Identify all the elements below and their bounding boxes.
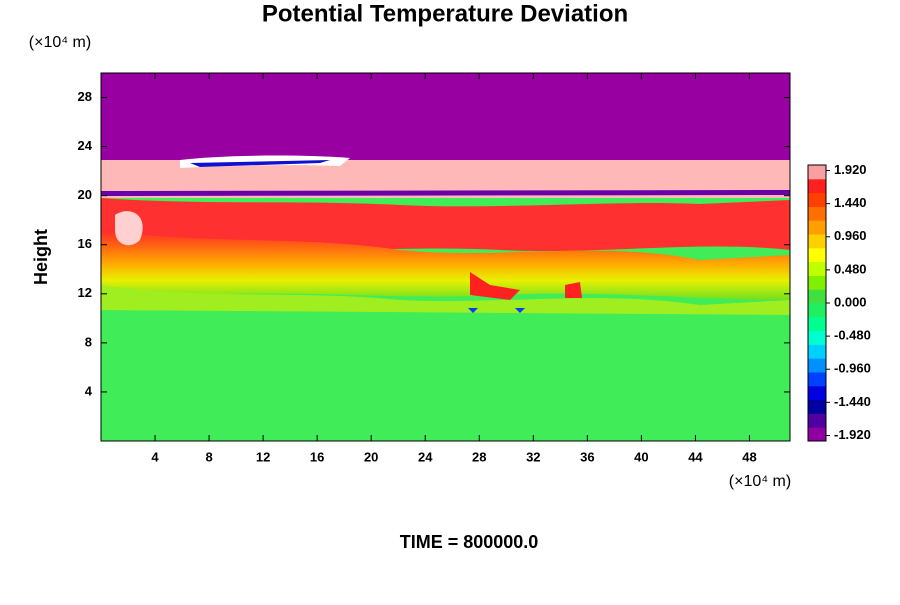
- colorbar-segment: [808, 178, 826, 194]
- colorbar-segment: [808, 220, 826, 235]
- y-tick-label: 12: [78, 285, 92, 300]
- x-tick-label: 48: [742, 449, 756, 464]
- colorbar-tick-label: 0.480: [834, 261, 867, 276]
- colorbar-segment: [808, 303, 826, 318]
- colorbar-segment: [808, 358, 826, 373]
- colorbar-segment: [808, 261, 826, 276]
- field: [101, 73, 790, 441]
- colorbar-segment: [808, 385, 826, 401]
- plot-frame: [100, 72, 791, 442]
- x-tick-label: 24: [418, 449, 433, 464]
- colorbar-segment: [808, 247, 826, 263]
- colorbar-tick-label: 0.000: [834, 294, 867, 309]
- y-tick-label: 24: [78, 138, 93, 153]
- colorbar-segment: [808, 344, 826, 359]
- colorbar-tick-label: 0.960: [834, 228, 867, 243]
- y-unit: (×10⁴ m): [29, 34, 91, 51]
- colorbar-segment: [808, 192, 826, 207]
- time-annotation: TIME = 800000.0: [400, 532, 539, 552]
- colorbar-segment: [808, 206, 826, 221]
- y-tick-label: 8: [85, 334, 92, 349]
- y-tick-label: 4: [85, 383, 93, 398]
- x-unit: (×10⁴ m): [729, 473, 791, 490]
- x-tick-label: 16: [310, 449, 324, 464]
- y-tick-label: 28: [78, 89, 92, 104]
- colorbar-segment: [808, 165, 826, 180]
- x-tick-label: 12: [256, 449, 270, 464]
- colorbar-tick-label: -0.480: [834, 328, 871, 343]
- colorbar-segment: [808, 330, 826, 345]
- x-tick-label: 20: [364, 449, 378, 464]
- colorbar-tick-label: 1.920: [834, 162, 867, 177]
- colorbar-segment: [808, 372, 826, 387]
- colorbar-tick-label: -1.440: [834, 394, 871, 409]
- x-tick-label: 36: [580, 449, 594, 464]
- colorbar-tick-label: 1.440: [834, 195, 867, 210]
- x-tick-label: 40: [634, 449, 648, 464]
- colorbar-tick-label: -0.960: [834, 361, 871, 376]
- y-axis-label: Height: [31, 229, 51, 285]
- x-tick-label: 8: [205, 449, 212, 464]
- colorbar-segment: [808, 234, 826, 249]
- x-tick-label: 4: [151, 449, 159, 464]
- y-tick-label: 20: [78, 187, 92, 202]
- colorbar-segment: [808, 413, 826, 428]
- y-tick-label: 16: [78, 236, 92, 251]
- colorbar-segment: [808, 289, 826, 304]
- x-tick-label: 28: [472, 449, 486, 464]
- x-tick-label: 44: [688, 449, 703, 464]
- colorbar-segment: [808, 316, 826, 332]
- colorbar-tick-label: -1.920: [834, 427, 871, 442]
- colorbar-segment: [808, 399, 826, 414]
- colorbar-segment: [808, 275, 826, 290]
- colorbar-segment: [808, 427, 826, 442]
- chart-title: Potential Temperature Deviation: [262, 0, 628, 27]
- x-tick-label: 32: [526, 449, 540, 464]
